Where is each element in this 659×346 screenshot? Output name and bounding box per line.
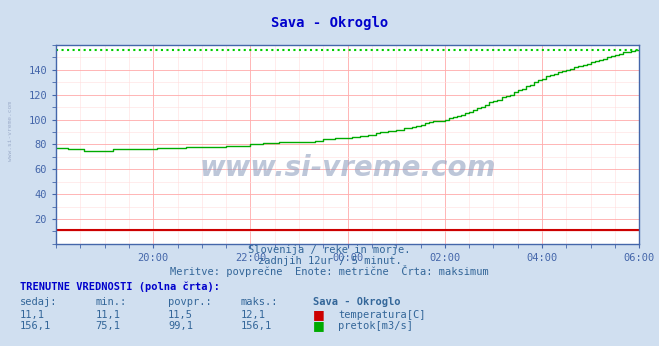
Text: 99,1: 99,1 <box>168 321 193 331</box>
Text: Meritve: povprečne  Enote: metrične  Črta: maksimum: Meritve: povprečne Enote: metrične Črta:… <box>170 265 489 277</box>
Text: Sava - Okroglo: Sava - Okroglo <box>313 297 401 307</box>
Text: sedaj:: sedaj: <box>20 297 57 307</box>
Text: maks.:: maks.: <box>241 297 278 307</box>
Text: ■: ■ <box>313 319 325 333</box>
Text: TRENUTNE VREDNOSTI (polna črta):: TRENUTNE VREDNOSTI (polna črta): <box>20 281 219 292</box>
Text: min.:: min.: <box>96 297 127 307</box>
Text: 156,1: 156,1 <box>241 321 272 331</box>
Text: 12,1: 12,1 <box>241 310 266 320</box>
Text: Slovenija / reke in morje.: Slovenija / reke in morje. <box>248 245 411 255</box>
Text: temperatura[C]: temperatura[C] <box>338 310 426 320</box>
Text: povpr.:: povpr.: <box>168 297 212 307</box>
Text: 11,5: 11,5 <box>168 310 193 320</box>
Text: www.si-vreme.com: www.si-vreme.com <box>200 154 496 182</box>
Text: 11,1: 11,1 <box>96 310 121 320</box>
Text: 156,1: 156,1 <box>20 321 51 331</box>
Text: pretok[m3/s]: pretok[m3/s] <box>338 321 413 331</box>
Text: 11,1: 11,1 <box>20 310 45 320</box>
Text: www.si-vreme.com: www.si-vreme.com <box>8 101 13 162</box>
Text: ■: ■ <box>313 308 325 321</box>
Text: zadnjih 12ur / 5 minut.: zadnjih 12ur / 5 minut. <box>258 256 401 266</box>
Text: 75,1: 75,1 <box>96 321 121 331</box>
Text: Sava - Okroglo: Sava - Okroglo <box>271 16 388 29</box>
